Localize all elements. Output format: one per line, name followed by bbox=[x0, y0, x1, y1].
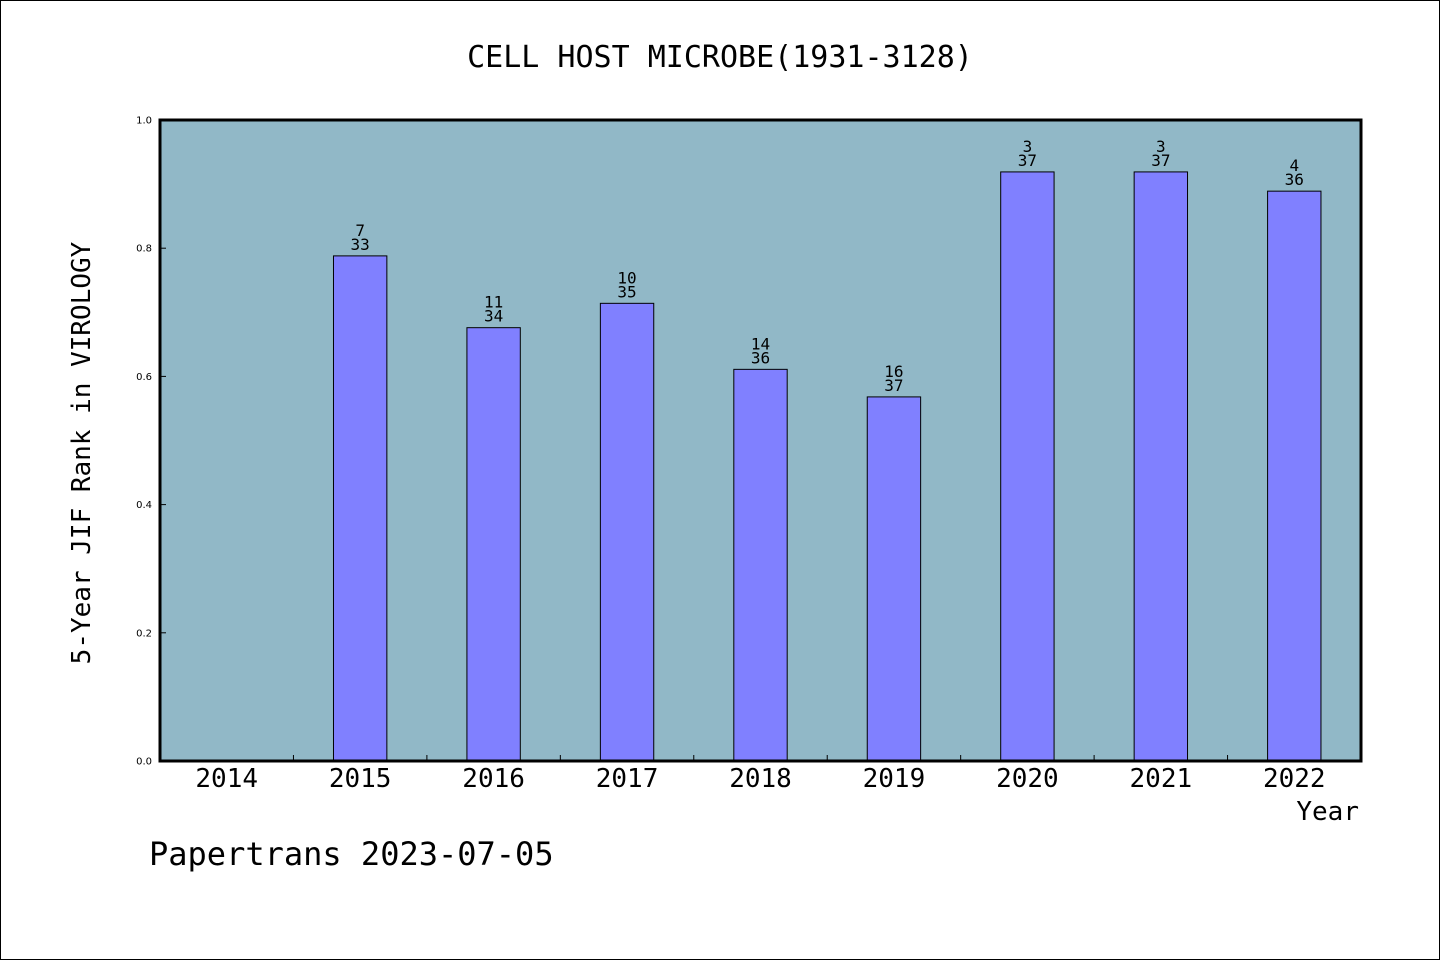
rank-label: 11 bbox=[484, 293, 503, 312]
rank-label: 7 bbox=[355, 221, 365, 240]
bar bbox=[466, 327, 521, 762]
bar bbox=[332, 255, 388, 762]
x-tick-label: 2022 bbox=[1263, 764, 1326, 794]
x-tick-label: 2016 bbox=[462, 764, 525, 794]
bar bbox=[1133, 171, 1189, 762]
rank-label: 10 bbox=[617, 268, 636, 287]
y-tick-label: 0.4 bbox=[136, 500, 152, 511]
y-tick-label: 0.0 bbox=[136, 757, 152, 768]
x-tick-label: 2017 bbox=[596, 764, 659, 794]
bar bbox=[733, 368, 788, 762]
total-label: 35 bbox=[617, 282, 636, 301]
y-tick-label: 0.8 bbox=[136, 244, 152, 255]
x-axis: 2014 2015 2016 2017 2018 2019 2020 2021 2022 bbox=[195, 755, 1326, 794]
rank-label: 3 bbox=[1023, 137, 1033, 156]
bar bbox=[866, 396, 922, 762]
rank-label: 3 bbox=[1156, 137, 1166, 156]
bar bbox=[1000, 171, 1055, 762]
y-tick-label: 0.2 bbox=[136, 628, 152, 639]
bar-series bbox=[332, 171, 1322, 762]
x-tick-label: 2014 bbox=[195, 764, 258, 794]
x-tick-label: 2019 bbox=[863, 764, 926, 794]
rank-label: 4 bbox=[1289, 156, 1299, 175]
x-tick-label: 2015 bbox=[329, 764, 392, 794]
total-label: 34 bbox=[484, 307, 503, 326]
total-label: 36 bbox=[751, 348, 770, 367]
x-tick-label: 2020 bbox=[996, 764, 1059, 794]
total-label: 33 bbox=[351, 235, 370, 254]
bar bbox=[599, 302, 655, 762]
y-tick-label: 0.6 bbox=[136, 372, 152, 383]
y-tick-label: 1.0 bbox=[136, 116, 152, 127]
footer-text: Papertrans 2023-07-05 bbox=[149, 835, 554, 873]
rank-label: 14 bbox=[751, 334, 770, 353]
rank-label: 16 bbox=[884, 362, 903, 381]
total-label: 37 bbox=[1151, 151, 1170, 170]
x-tick-label: 2018 bbox=[729, 764, 792, 794]
y-axis-label: 5-Year JIF Rank in VIROLOGY bbox=[67, 241, 97, 664]
total-label: 37 bbox=[884, 376, 903, 395]
bar bbox=[1267, 190, 1322, 762]
plot-border bbox=[158, 118, 1363, 763]
x-tick-label: 2021 bbox=[1130, 764, 1193, 794]
chart-title: CELL HOST MICROBE(1931-3128) bbox=[467, 40, 973, 75]
x-axis-label: Year bbox=[1296, 797, 1359, 827]
total-label: 37 bbox=[1018, 151, 1037, 170]
total-label: 36 bbox=[1285, 170, 1304, 189]
